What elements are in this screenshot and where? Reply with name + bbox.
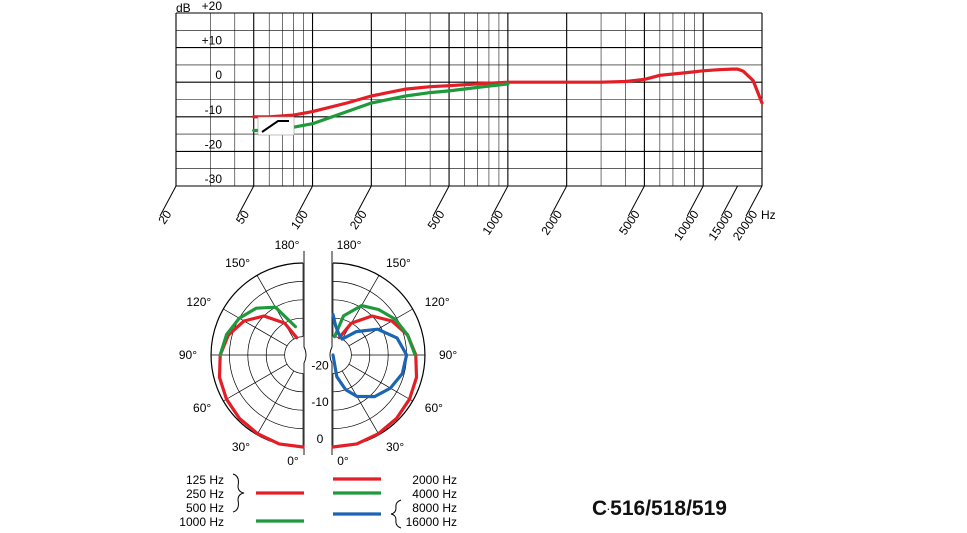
y-tick-label: -30 — [205, 172, 223, 186]
polar-angle-label-right: 150° — [386, 256, 411, 270]
polar-angle-label-left: 30° — [232, 440, 250, 454]
x-axis-unit-label: Hz — [761, 208, 776, 222]
x-tick-label: 20000 — [730, 207, 761, 243]
y-tick-label: 0 — [215, 68, 222, 82]
x-tick-leader — [237, 185, 255, 217]
x-tick-leader — [627, 185, 645, 217]
polar-spoke — [348, 308, 413, 347]
polar-curve-right-blue — [331, 312, 409, 399]
legend-label-left: 1000 Hz — [179, 515, 224, 529]
x-tick-leader — [296, 185, 313, 217]
polar-spoke — [256, 370, 295, 435]
legend-brace-right — [390, 499, 402, 529]
model-number: C·516/518/519 — [592, 497, 727, 520]
polar-angle-label-right: 0° — [337, 454, 349, 468]
x-tick-leader — [159, 185, 177, 217]
polar-angle-label-left: 150° — [225, 256, 250, 270]
frequency-curve-red — [252, 67, 764, 119]
x-tick-leader — [354, 185, 372, 217]
y-axis-unit-label: dB — [176, 1, 191, 15]
polar-angle-label-right: 90° — [439, 348, 457, 362]
polar-angle-label-left: 120° — [186, 295, 211, 309]
legend-brace-left — [232, 473, 245, 513]
x-tick-label: 5000 — [616, 207, 643, 237]
polar-ring — [284, 336, 304, 374]
polar-angle-label-right: 120° — [425, 295, 450, 309]
polar-radial-label: 0 — [317, 432, 324, 446]
legend-label-right: 16000 Hz — [406, 515, 457, 529]
legend-label-left: 250 Hz — [186, 487, 224, 501]
x-tick-label: 50 — [233, 207, 252, 226]
x-tick-leader — [721, 185, 739, 217]
y-tick-label: +20 — [202, 0, 223, 13]
y-tick-label: -10 — [205, 103, 223, 117]
legend-label-left: 125 Hz — [186, 473, 224, 487]
polar-curve-left-green — [218, 305, 297, 357]
x-tick-leader — [686, 185, 704, 217]
polar-radial-label: -20 — [311, 358, 329, 372]
frequency-response-labels: dB Hz +20 +10 0 -10 -20 -30 20 50 100 200 500 1000 2… — [155, 0, 775, 243]
x-tick-label: 500 — [425, 207, 448, 232]
x-tick-leader — [432, 185, 450, 217]
polar-angle-label-left: 60° — [193, 401, 211, 415]
polar-pattern-labels: 180° 180° 150° 150° 120° 120° 90° 90° 60° 60° 30° 3… — [179, 238, 458, 468]
polar-spoke — [223, 308, 288, 347]
legend-label-right: 2000 Hz — [412, 473, 457, 487]
polar-angle-label-left: 180° — [275, 238, 300, 252]
polar-curve-left-red — [217, 314, 305, 449]
polar-angle-label-right: 60° — [425, 401, 443, 415]
legend-label-left: 500 Hz — [186, 501, 224, 515]
x-tick-label: 10000 — [671, 207, 702, 243]
polar-spoke — [223, 363, 288, 402]
x-tick-leader — [745, 185, 763, 217]
polar-divider-left-edge — [303, 251, 307, 455]
polar-curve-right-red — [331, 314, 419, 449]
x-tick-leader — [491, 185, 509, 217]
x-tick-label: 2000 — [538, 207, 565, 237]
polar-angle-label-right: 30° — [386, 440, 404, 454]
polar-curve-right-green — [333, 304, 417, 357]
polar-spoke — [348, 363, 413, 402]
polar-radial-label: -10 — [311, 395, 329, 409]
polar-spoke — [341, 370, 380, 435]
polar-pattern-grid — [210, 251, 426, 459]
y-tick-label: -20 — [205, 137, 223, 151]
x-tick-label: 1000 — [480, 207, 507, 237]
frequency-response-grid — [159, 12, 763, 217]
y-tick-label: +10 — [202, 34, 223, 48]
polar-angle-label-left: 0° — [287, 454, 299, 468]
x-tick-leader — [550, 185, 568, 217]
polar-divider-right-edge — [329, 251, 333, 455]
legend-label-right: 4000 Hz — [412, 487, 457, 501]
polar-angle-label-left: 90° — [179, 348, 197, 362]
x-tick-label: 200 — [347, 207, 370, 232]
polar-divider — [304, 251, 332, 459]
x-tick-label: 100 — [288, 207, 311, 232]
x-tick-label: 15000 — [705, 207, 736, 243]
polar-angle-label-right: 180° — [337, 238, 362, 252]
low-cut-filter-icon — [257, 116, 295, 136]
legend-label-right: 8000 Hz — [412, 501, 457, 515]
polar-pattern-curves — [217, 304, 419, 449]
x-tick-label: 20 — [155, 207, 174, 226]
